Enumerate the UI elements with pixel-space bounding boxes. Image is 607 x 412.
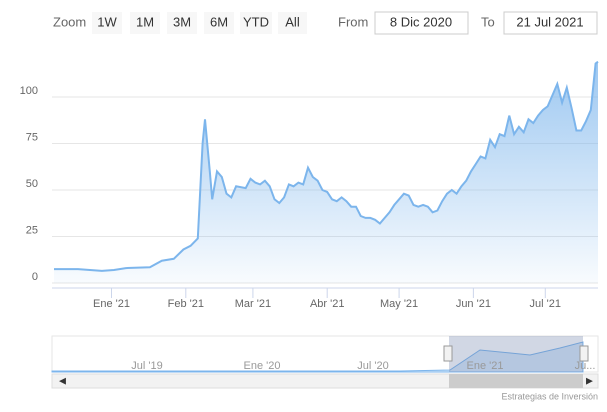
- y-tick-label: 75: [26, 131, 38, 143]
- navigator-handle[interactable]: [579, 345, 589, 362]
- y-tick-label: 25: [26, 224, 38, 236]
- navigator-label: Ene '20: [244, 360, 281, 372]
- x-tick-label: May '21: [380, 298, 418, 310]
- zoom-label: Zoom: [53, 14, 86, 29]
- navigator-label: Jul '19: [131, 360, 162, 372]
- y-tick-label: 0: [32, 271, 38, 283]
- navigator-label: Ene '21: [467, 360, 504, 372]
- to-value[interactable]: 21 Jul 2021: [516, 14, 583, 29]
- credits[interactable]: Estrategias de Inversión: [501, 391, 598, 401]
- scroll-right[interactable]: ▶: [586, 375, 593, 385]
- range-button[interactable]: [240, 12, 272, 34]
- navigator-label: Jul '20: [357, 360, 388, 372]
- series-line: [54, 60, 599, 272]
- scrollbar-thumb[interactable]: [449, 374, 583, 388]
- range-button[interactable]: [130, 12, 160, 34]
- range-button-label[interactable]: 1M: [136, 14, 154, 29]
- to-input[interactable]: [503, 11, 598, 35]
- y-tick-label: 100: [20, 85, 38, 97]
- y-tick-label: 50: [26, 178, 38, 190]
- range-button-label[interactable]: 1W: [97, 14, 117, 29]
- navigator-label: Ju...: [575, 360, 596, 372]
- range-button-label[interactable]: All: [285, 14, 300, 29]
- range-button[interactable]: [278, 12, 307, 34]
- from-input[interactable]: [374, 11, 469, 35]
- navigator[interactable]: [51, 335, 599, 373]
- x-tick-label: Mar '21: [235, 298, 271, 310]
- x-tick-label: Ene '21: [93, 298, 130, 310]
- from-value[interactable]: 8 Dic 2020: [390, 14, 452, 29]
- from-label: From: [338, 14, 368, 29]
- range-button[interactable]: [167, 12, 197, 34]
- x-tick-label: Abr '21: [310, 298, 345, 310]
- x-tick-label: Jul '21: [530, 298, 561, 310]
- scroll-left[interactable]: ◀: [59, 375, 66, 385]
- range-button-label[interactable]: 3M: [173, 14, 191, 29]
- area-fill: [54, 61, 598, 284]
- navigator-handle[interactable]: [443, 345, 453, 362]
- range-button-label[interactable]: 6M: [210, 14, 228, 29]
- range-button[interactable]: [204, 12, 234, 34]
- range-button[interactable]: [92, 12, 122, 34]
- navigator-mask[interactable]: [449, 336, 583, 372]
- to-label: To: [481, 14, 495, 29]
- x-tick-label: Jun '21: [456, 298, 491, 310]
- x-tick-label: Feb '21: [168, 298, 204, 310]
- range-button-label[interactable]: YTD: [243, 14, 269, 29]
